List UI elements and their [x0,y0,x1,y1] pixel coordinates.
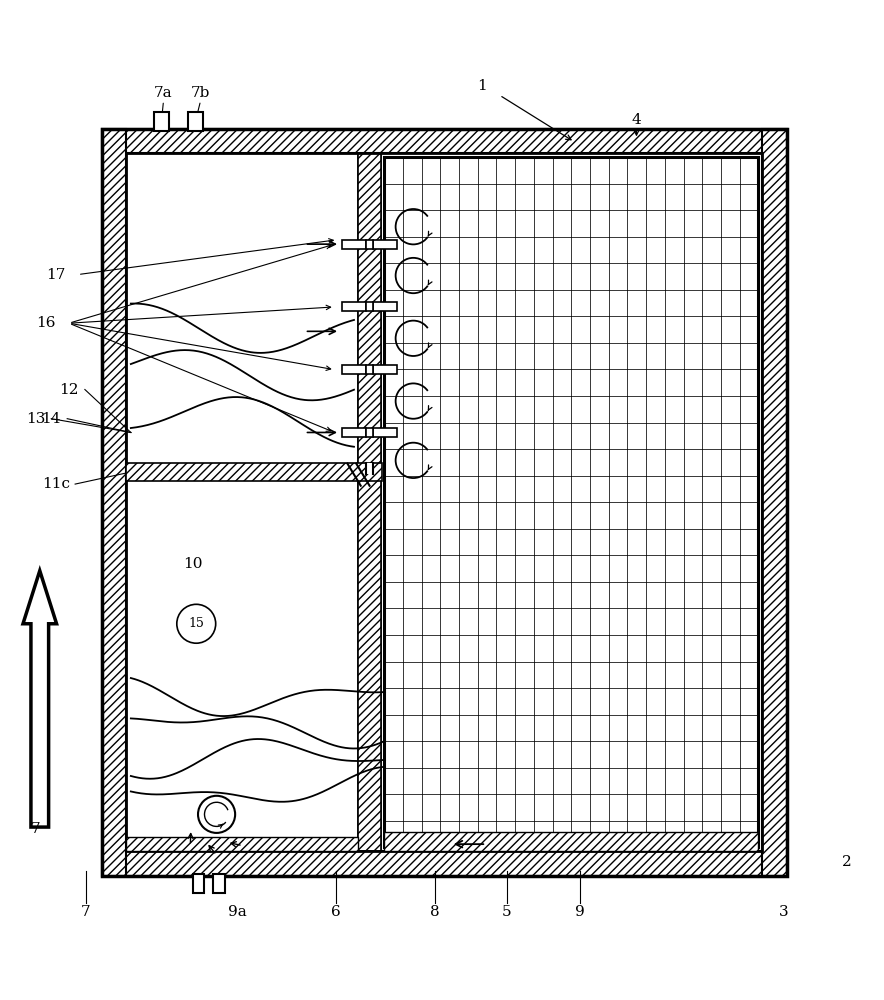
Text: 7b: 7b [191,86,210,100]
Text: 8: 8 [431,905,439,919]
Text: 11c: 11c [42,477,70,491]
Text: 13: 13 [26,412,45,426]
Bar [102,129,787,876]
Bar [102,851,787,876]
Bar [342,428,367,437]
Bar [213,874,225,893]
Bar [358,153,381,851]
Bar [373,302,398,311]
Bar [126,837,358,851]
Text: 6: 6 [331,905,341,919]
Bar [188,112,203,131]
Bar [367,240,373,249]
Text: 1: 1 [476,79,487,93]
Bar [154,112,169,131]
Bar [373,365,398,374]
Text: 5: 5 [502,905,511,919]
Text: 15: 15 [188,617,204,630]
Bar [102,129,787,153]
Bar [342,365,367,374]
Text: 16: 16 [36,316,56,330]
Text: 3: 3 [780,905,789,919]
Text: 9a: 9a [227,905,247,919]
Text: 7: 7 [81,905,90,919]
Bar [126,463,383,481]
Bar [367,428,373,437]
Bar [360,155,379,849]
Bar [102,129,126,876]
Text: 17: 17 [46,268,65,282]
Bar [373,428,398,437]
Bar [367,365,373,374]
Bar [762,129,787,876]
Text: 14: 14 [42,412,61,426]
Text: 2: 2 [842,855,852,869]
Bar [385,157,758,847]
Bar [342,302,367,311]
Bar [126,153,762,851]
Bar [367,302,373,311]
Bar [373,240,398,249]
Polygon shape [23,571,57,827]
Bar [385,157,758,847]
Bar [367,463,373,474]
Bar [385,831,758,851]
Text: 10: 10 [183,557,202,571]
Bar [342,240,367,249]
Text: 12: 12 [59,382,79,396]
Text: 7a: 7a [154,86,173,100]
Text: 9: 9 [575,905,585,919]
Bar [126,153,762,851]
Text: 7: 7 [31,822,40,836]
Bar [193,874,204,893]
Text: 4: 4 [631,113,642,127]
Bar [358,153,381,851]
